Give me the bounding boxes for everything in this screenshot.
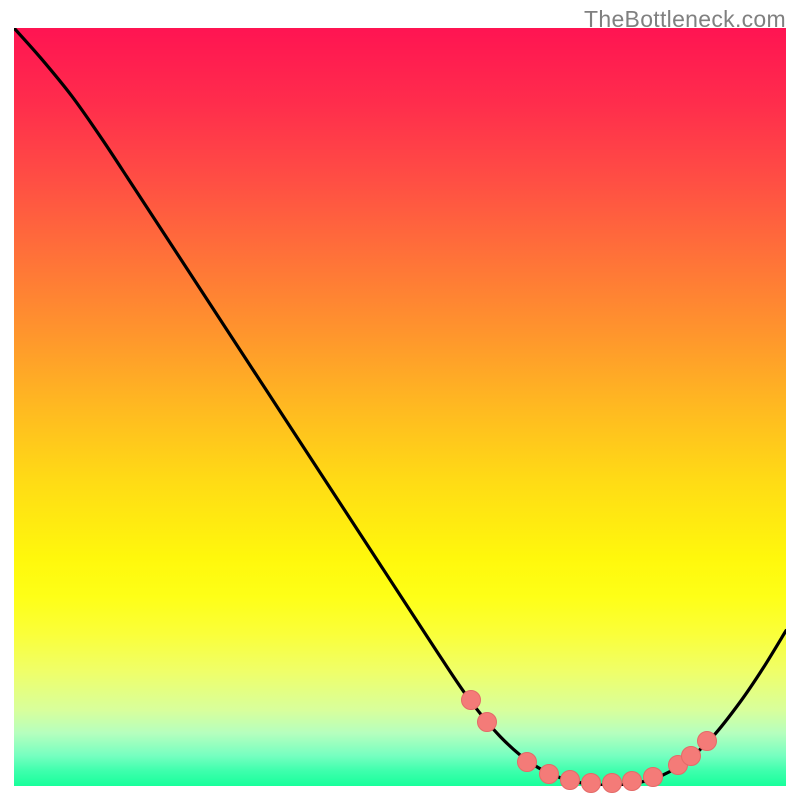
chart-marker — [477, 712, 497, 732]
chart-marker — [643, 767, 663, 787]
chart-marker — [461, 690, 481, 710]
chart-marker — [697, 731, 717, 751]
chart-marker — [581, 773, 601, 793]
chart-marker — [517, 752, 537, 772]
chart-marker — [602, 773, 622, 793]
chart-marker — [681, 746, 701, 766]
chart-marker — [622, 771, 642, 791]
chart-marker — [560, 770, 580, 790]
chart-plot-area — [14, 28, 786, 786]
chart-marker — [539, 764, 559, 784]
chart-gradient-background — [14, 28, 786, 786]
watermark: TheBottleneck.com — [584, 6, 786, 33]
